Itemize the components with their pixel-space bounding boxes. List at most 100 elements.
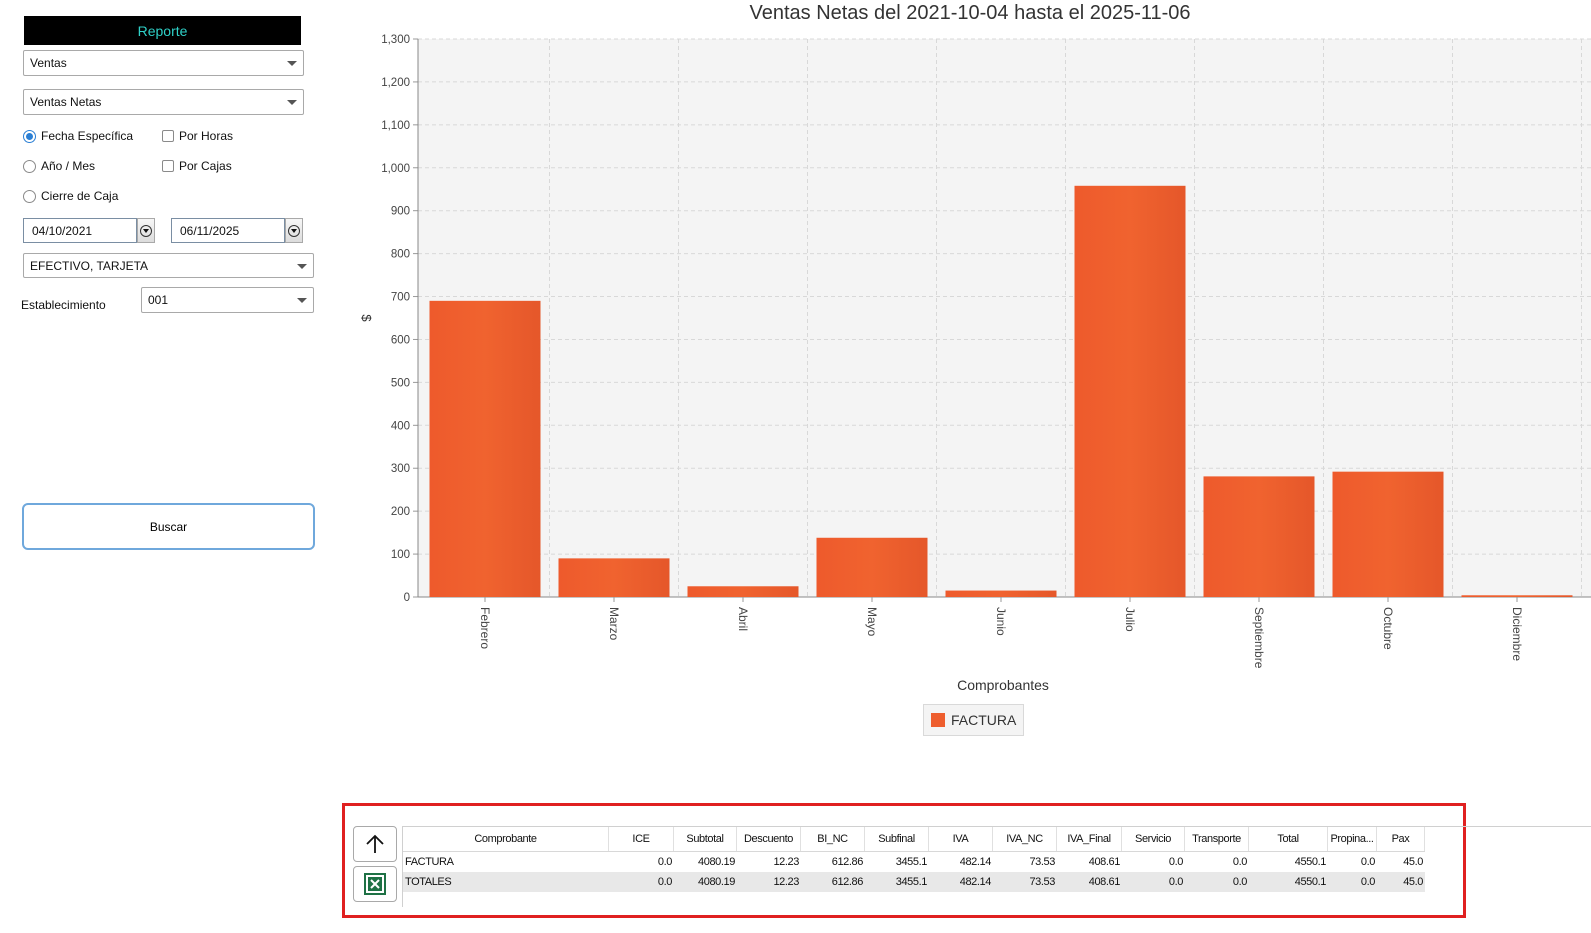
table-cell: 0.0 [1168,856,1183,868]
date-to-value: 06/11/2025 [180,223,240,238]
radio-icon [23,189,36,203]
report-subtype-select[interactable]: Ventas Netas [23,89,304,115]
column-header[interactable]: Subfinal [865,827,929,851]
establecimiento-value: 001 [148,293,169,307]
checkbox-por-horas[interactable]: Por Horas [162,129,233,143]
report-type-select[interactable]: Ventas [23,50,304,76]
chevron-down-icon [297,263,307,269]
x-axis-label: Comprobantes [957,677,1049,693]
x-tick-label: Abril [736,607,750,631]
bar-marzo [558,558,670,597]
checkbox-icon [162,130,174,142]
column-header[interactable]: BI_NC [801,827,865,851]
column-header[interactable]: Descuento [737,827,801,851]
y-tick-label: 500 [391,377,410,389]
radio-anio-mes[interactable]: Año / Mes [23,159,95,173]
column-header[interactable]: Propina... [1328,827,1377,851]
y-tick-label: 1,300 [381,34,410,46]
radio-fecha-especifica[interactable]: Fecha Específica [23,129,133,143]
radio-label: Año / Mes [41,159,96,173]
bar-junio [945,590,1057,597]
table-cell: 3455.1 [895,856,928,868]
column-header[interactable]: Pax [1377,827,1425,851]
date-to-input[interactable]: 06/11/2025 [171,218,285,243]
y-tick-label: 900 [391,206,410,218]
checkbox-label: Por Cajas [179,159,232,173]
date-from-picker-button[interactable] [137,218,155,243]
table-cell: 612.86 [831,856,864,868]
y-tick-label: 0 [404,592,410,604]
buscar-button[interactable]: Buscar [22,503,315,550]
chart-legend: FACTURA [923,704,1025,736]
date-to-picker-button[interactable] [285,218,303,243]
y-tick-label: 400 [391,420,410,432]
x-tick-label: Septiembre [1252,607,1266,669]
legend-label: FACTURA [951,712,1017,728]
x-tick-label: Febrero [478,607,492,649]
radio-selected-icon [23,129,36,143]
column-header[interactable]: IVA_NC [993,827,1057,851]
establecimiento-select[interactable]: 001 [141,287,314,313]
column-header[interactable]: ICE [609,827,674,851]
chevron-down-icon [297,298,307,303]
table-row[interactable]: FACTURA 0.0 4080.19 12.23 612.86 3455.1 482.14… [403,852,1425,872]
table-cell: 482.14 [959,876,992,888]
x-tick-label: Julio [1123,607,1137,632]
table-cell: FACTURA [405,856,454,868]
bar-octubre [1332,471,1444,597]
y-tick-label: 1,100 [381,120,410,132]
radio-icon [23,159,36,173]
column-header[interactable]: Servicio [1122,827,1185,851]
bar-chart: 0 100 200 300 400 500 600 700 800 900 1,000 1,100 1,… [359,34,1591,693]
bar-septiembre [1203,476,1315,597]
scroll-top-button[interactable] [353,826,397,862]
x-tick-label: Octubre [1381,607,1395,650]
table-cell: 0.0 [1232,876,1247,888]
calendar-dropdown-icon [288,224,300,237]
excel-icon [364,873,386,895]
column-header[interactable]: Total [1249,827,1328,851]
table-cell: 0.0 [1168,876,1183,888]
y-tick-label: 300 [391,463,410,475]
x-tick-label: Mayo [865,607,879,637]
table-cell: 0.0 [1232,856,1247,868]
y-tick-label: 1,000 [381,163,410,175]
column-header[interactable]: IVA [929,827,993,851]
legend-swatch [931,713,945,727]
table-cell: 482.14 [959,856,992,868]
payment-methods-value: EFECTIVO, TARJETA [30,258,149,273]
bar-julio [1074,185,1186,597]
column-header[interactable]: Comprobante [403,827,609,851]
checkbox-label: Por Horas [179,129,234,143]
date-from-input[interactable]: 04/10/2021 [23,218,137,243]
table-cell: 12.23 [773,876,799,888]
chevron-down-icon [287,61,297,66]
export-excel-button[interactable] [353,866,397,902]
table-header-row: Comprobante ICE Subtotal Descuento BI_NC Subf… [403,827,1425,852]
radio-cierre-caja[interactable]: Cierre de Caja [23,189,118,203]
table-cell: 3455.1 [895,876,928,888]
column-header[interactable]: Transporte [1185,827,1249,851]
x-tick-label: Junio [994,607,1008,636]
table-cell: 612.86 [831,876,864,888]
column-header[interactable]: Subtotal [674,827,737,851]
table-cell: 4080.19 [698,856,735,868]
report-type-value: Ventas [30,56,67,70]
y-tick-label: 700 [391,292,410,304]
table-cell: 0.0 [657,856,672,868]
payment-methods-select[interactable]: EFECTIVO, TARJETA [23,253,314,278]
table-cell: 4550.1 [1294,876,1327,888]
highlight-box [342,803,1466,918]
bar-mayo [816,537,928,597]
table-cell: 45.0 [1403,876,1423,888]
report-panel-header: Reporte [24,16,301,45]
table-cell: 4550.1 [1294,856,1327,868]
table-cell: 73.53 [1029,876,1055,888]
table-row-totals[interactable]: TOTALES 0.0 4080.19 12.23 612.86 3455.1 482.14… [403,872,1425,892]
column-header[interactable]: IVA_Final [1057,827,1122,851]
y-tick-label: 100 [391,549,410,561]
radio-label: Fecha Específica [41,129,134,143]
checkbox-icon [162,160,174,172]
data-table: Comprobante ICE Subtotal Descuento BI_NC Subf… [402,826,1591,907]
checkbox-por-cajas[interactable]: Por Cajas [162,159,232,173]
